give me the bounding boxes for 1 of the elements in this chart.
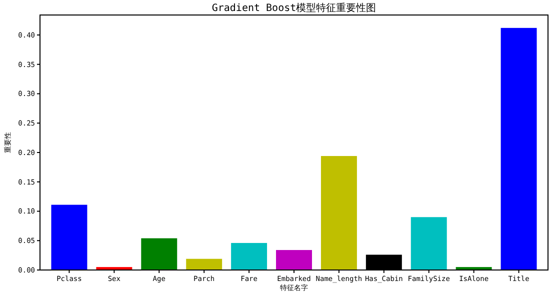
chart-title: Gradient Boost模型特征重要性图 [212, 2, 376, 14]
